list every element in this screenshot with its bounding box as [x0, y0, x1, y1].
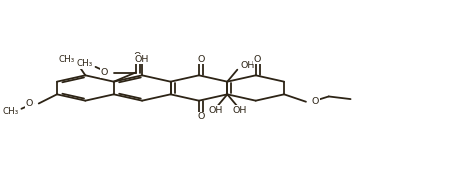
Text: OH: OH — [233, 106, 247, 115]
Text: CH₃: CH₃ — [3, 107, 19, 117]
Text: OH: OH — [240, 61, 254, 70]
Text: O: O — [100, 68, 108, 77]
Text: CH₃: CH₃ — [77, 59, 93, 68]
Text: O: O — [26, 99, 33, 108]
Text: O: O — [254, 55, 261, 64]
Text: O: O — [197, 112, 204, 121]
Text: O: O — [134, 52, 141, 61]
Text: CH₃: CH₃ — [59, 55, 75, 64]
Text: OH: OH — [135, 55, 149, 64]
Text: O: O — [312, 97, 319, 106]
Text: OH: OH — [209, 106, 223, 115]
Text: O: O — [197, 55, 204, 64]
